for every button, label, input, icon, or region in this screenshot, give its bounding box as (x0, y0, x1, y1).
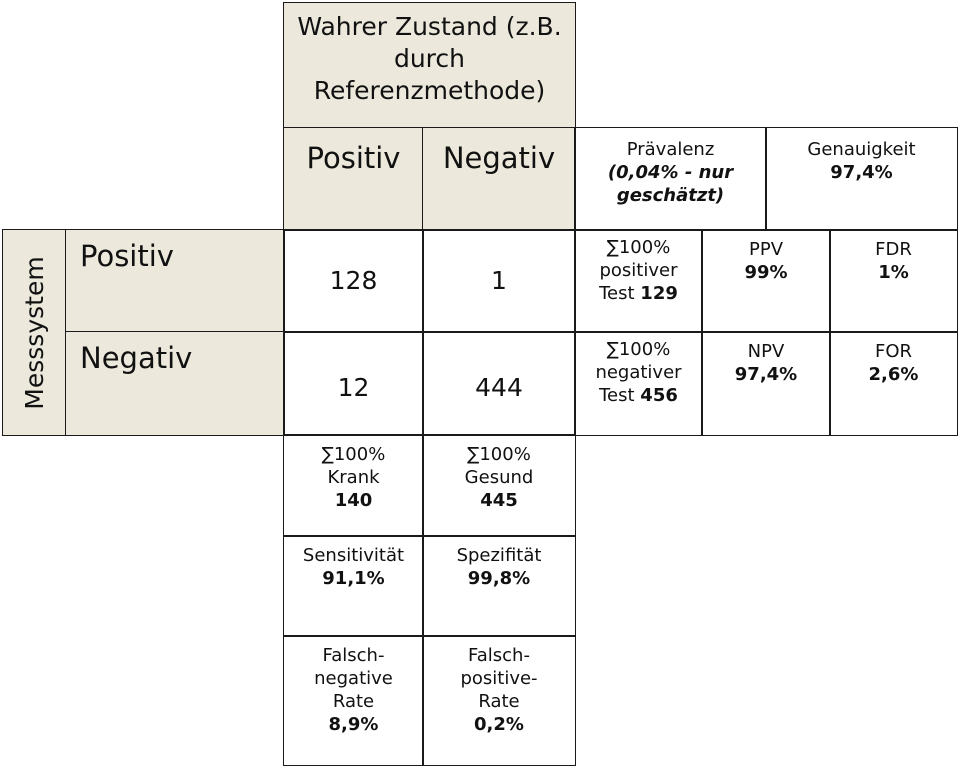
row-header-positive-label: Positiv (80, 239, 174, 273)
sensitivity-value: 91,1% (322, 568, 385, 590)
fdr-label: FDR (875, 239, 912, 260)
true-state-label: Wahrer Zustand (z.B. durch Referenzmetho… (297, 12, 562, 105)
ppv-label: PPV (748, 239, 784, 260)
row-sum-negative-test: Test (599, 385, 635, 407)
col-sum-healthy-label: Gesund (464, 467, 534, 489)
for-value: 2,6% (868, 364, 919, 386)
column-header-positive: Positiv (283, 127, 424, 231)
true-positive-cell: 128 (283, 229, 424, 333)
sensitivity-cell: Sensitivität 91,1% (283, 535, 424, 637)
false-positive-cell: 1 (422, 229, 576, 333)
ppv-value: 99% (744, 262, 788, 284)
specificity-label: Spezifität (456, 545, 542, 566)
true-negative-cell: 444 (422, 331, 576, 436)
specificity-cell: Spezifität 99,8% (422, 535, 576, 637)
row-header-negative-label: Negativ (80, 341, 193, 375)
fnr-value: 8,9% (328, 714, 379, 736)
row-sum-negative-cell: ∑100% negativer Test 456 (574, 331, 703, 436)
row-sum-positive-value: 129 (640, 283, 678, 305)
row-sum-negative-line: Test 456 (599, 384, 678, 407)
false-negative-cell: 12 (283, 331, 424, 436)
accuracy-cell: Genauigkeit 97,4% (765, 127, 958, 231)
prevalence-label: Prävalenz (626, 139, 715, 160)
column-header-positive-label: Positiv (306, 141, 401, 175)
col-sum-sick-value: 140 (334, 490, 373, 512)
fnr-line3: Rate (332, 691, 375, 713)
fnr-line2: negative (314, 668, 393, 690)
npv-value: 97,4% (734, 364, 798, 386)
true-negative-value: 444 (475, 372, 523, 402)
fpr-line1: Falsch- (468, 645, 530, 666)
row-sum-positive-cell: ∑100% positiver Test 129 (574, 229, 703, 333)
true-state-header: Wahrer Zustand (z.B. durch Referenzmetho… (283, 2, 576, 129)
accuracy-value: 97,4% (830, 162, 893, 184)
fpr-line3: Rate (478, 691, 520, 713)
accuracy-label: Genauigkeit (807, 139, 916, 160)
for-cell: FOR 2,6% (829, 331, 958, 436)
col-sum-sick-prefix: ∑100% (321, 444, 386, 465)
col-sum-sick-cell: ∑100% Krank 140 (283, 434, 424, 537)
measurement-system-label: Messsystem (19, 255, 49, 410)
false-positive-rate-cell: Falsch- positive- Rate 0,2% (422, 635, 576, 766)
row-sum-positive-prefix: ∑100% (606, 237, 671, 258)
col-sum-sick-label: Krank (327, 467, 380, 489)
row-sum-positive-label: positiver (599, 260, 678, 282)
row-sum-negative-prefix: ∑100% (606, 339, 671, 360)
col-sum-healthy-prefix: ∑100% (467, 444, 531, 465)
col-sum-healthy-value: 445 (480, 490, 518, 512)
row-sum-negative-value: 456 (640, 385, 678, 407)
fdr-value: 1% (878, 262, 909, 284)
prevalence-value: (0,04% - nur geschätzt) (607, 162, 734, 207)
col-sum-healthy-cell: ∑100% Gesund 445 (422, 434, 576, 537)
fpr-line2: positive- (460, 668, 538, 690)
true-positive-value: 128 (329, 266, 378, 295)
fnr-line1: Falsch- (322, 645, 385, 666)
row-sum-positive-test: Test (599, 283, 635, 305)
fdr-cell: FDR 1% (829, 229, 958, 333)
npv-label: NPV (747, 341, 785, 362)
row-header-negative: Negativ (65, 331, 285, 436)
false-negative-value: 12 (337, 372, 370, 402)
column-header-negative: Negativ (422, 127, 576, 231)
row-header-positive: Positiv (65, 229, 285, 333)
measurement-system-header: Messsystem (2, 229, 67, 436)
specificity-value: 99,8% (467, 568, 531, 590)
row-sum-negative-label: negativer (595, 362, 682, 384)
ppv-cell: PPV 99% (701, 229, 831, 333)
sensitivity-label: Sensitivität (302, 545, 405, 566)
prevalence-cell: Prävalenz (0,04% - nur geschätzt) (574, 127, 767, 231)
false-positive-value: 1 (491, 266, 507, 295)
row-sum-positive-line: Test 129 (599, 282, 678, 305)
column-header-negative-label: Negativ (442, 141, 556, 175)
npv-cell: NPV 97,4% (701, 331, 831, 436)
for-label: FOR (874, 341, 913, 362)
fpr-value: 0,2% (474, 714, 524, 736)
false-negative-rate-cell: Falsch- negative Rate 8,9% (283, 635, 424, 766)
